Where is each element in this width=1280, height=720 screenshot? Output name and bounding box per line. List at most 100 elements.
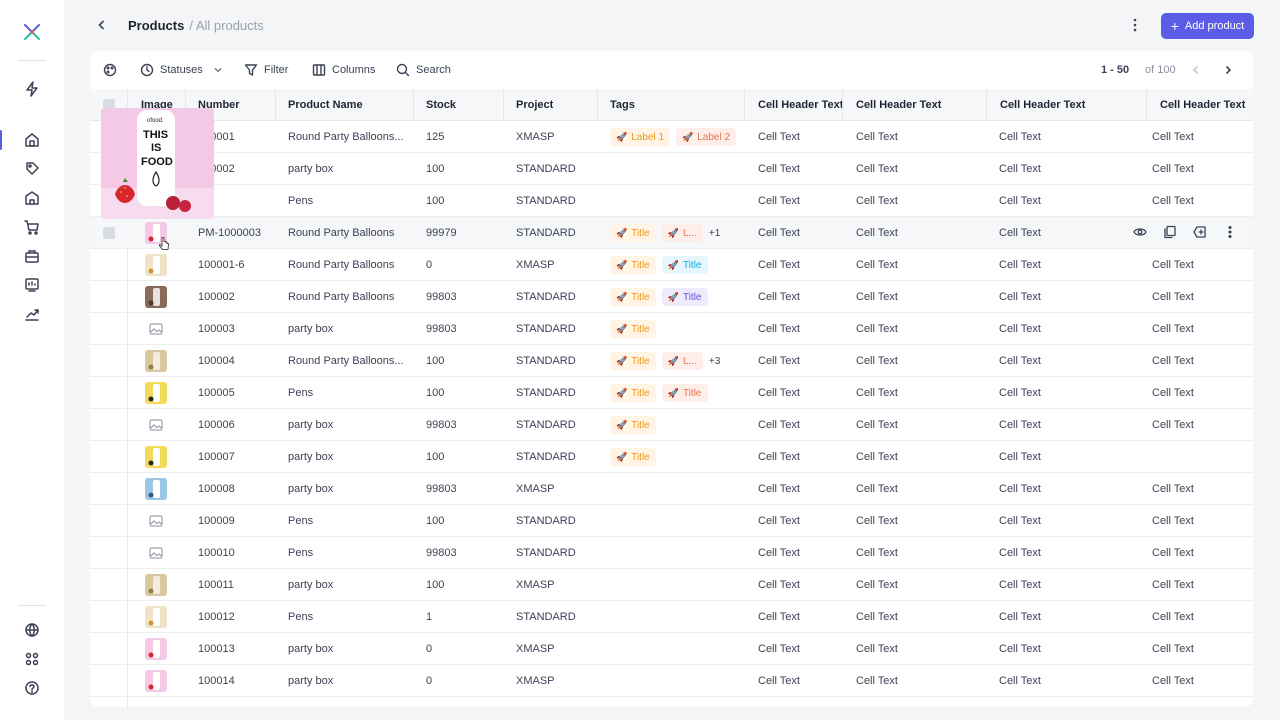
row-kebab-icon[interactable] xyxy=(1223,225,1237,242)
product-thumbnail[interactable] xyxy=(145,286,167,308)
table-row[interactable]: 100003 party box 99803 STANDARD 🚀 Title Cell T… xyxy=(90,313,1253,345)
tag-label: Label 1 xyxy=(631,131,665,143)
cell-stock: 99803 xyxy=(426,419,457,431)
tag-chip[interactable]: 🚀 L... xyxy=(661,224,703,242)
columns-button[interactable]: Columns xyxy=(312,63,375,77)
tag-icon[interactable] xyxy=(23,160,41,178)
table-row[interactable]: 100009 Pens 100 STANDARD Cell Text Cell Text C… xyxy=(90,505,1253,537)
tag-overflow-count[interactable]: +1 xyxy=(708,227,721,239)
table-row[interactable]: 100002 party box 100 STANDARD Cell Text Cell … xyxy=(90,153,1253,185)
cell-extra-1: Cell Text xyxy=(758,547,800,559)
column-header-extra-3[interactable]: Cell Header Text xyxy=(1000,99,1086,111)
tag-label: Title xyxy=(631,227,650,239)
tag-chip[interactable]: 🚀 Title xyxy=(610,384,656,402)
tag-chip[interactable]: 🚀 Label 2 xyxy=(676,128,737,146)
product-thumbnail[interactable] xyxy=(145,574,167,596)
tag-chip[interactable]: 🚀 Title xyxy=(661,288,708,306)
home-icon[interactable] xyxy=(23,131,41,149)
lightning-icon[interactable] xyxy=(23,80,41,98)
product-thumbnail[interactable] xyxy=(145,382,167,404)
table-row[interactable]: 100001 Round Party Balloons... 125 XMASP 🚀 La… xyxy=(90,121,1253,153)
cell-project: XMASP xyxy=(516,579,555,591)
breadcrumb-current[interactable]: / All products xyxy=(189,18,264,33)
row-checkbox[interactable] xyxy=(103,227,115,239)
column-header-extra-1[interactable]: Cell Header Text xyxy=(758,99,844,111)
cell-extra-2: Cell Text xyxy=(856,259,898,271)
table-row[interactable]: 100005 Pens 100 STANDARD 🚀 Title 🚀 Title Cell Te… xyxy=(90,377,1253,409)
tag-chip[interactable]: 🚀 Title xyxy=(610,448,656,466)
palette-button[interactable] xyxy=(103,63,117,77)
back-button[interactable] xyxy=(94,17,110,33)
search-button[interactable]: Search xyxy=(396,63,451,77)
app-logo[interactable] xyxy=(22,22,42,42)
tag-chip[interactable]: 🚀 Title xyxy=(610,256,656,274)
palette-icon xyxy=(103,63,117,77)
duplicate-icon[interactable] xyxy=(1163,225,1177,242)
tag-overflow-count[interactable]: +3 xyxy=(708,355,721,367)
rocket-icon: 🚀 xyxy=(667,259,679,270)
table-row[interactable]: 100012 Pens 1 STANDARD Cell Text Cell Text Cel… xyxy=(90,601,1253,633)
cell-product-name: Pens xyxy=(288,387,314,399)
product-thumbnail[interactable] xyxy=(145,446,167,468)
monitor-icon[interactable] xyxy=(23,276,41,294)
cell-extra-2: Cell Text xyxy=(856,483,898,495)
tag-chip[interactable]: 🚀 Title xyxy=(661,384,708,402)
product-thumbnail[interactable] xyxy=(145,478,167,500)
tag-chip[interactable]: 🚀 Label 1 xyxy=(610,128,671,146)
tag-chip[interactable]: 🚀 Title xyxy=(610,224,656,242)
column-header-extra-4[interactable]: Cell Header Text xyxy=(1160,99,1246,111)
help-icon[interactable] xyxy=(23,679,41,697)
product-thumbnail[interactable] xyxy=(145,254,167,276)
column-header-tags[interactable]: Tags xyxy=(610,99,635,111)
product-thumbnail[interactable] xyxy=(145,606,167,628)
product-thumbnail[interactable] xyxy=(145,222,167,244)
table-row[interactable]: 100014 party box 0 XMASP Cell Text Cell Text C… xyxy=(90,665,1253,697)
prev-page-button[interactable] xyxy=(1188,62,1204,78)
globe-icon[interactable] xyxy=(23,621,41,639)
add-product-button[interactable]: + Add product xyxy=(1161,13,1254,39)
more-options-button[interactable] xyxy=(1126,16,1144,34)
tag-chip[interactable]: 🚀 Title xyxy=(661,256,708,274)
box-icon[interactable] xyxy=(23,247,41,265)
store-icon[interactable] xyxy=(23,189,41,207)
column-header-extra-2[interactable]: Cell Header Text xyxy=(856,99,942,111)
table-row[interactable]: 100008 party box 99803 XMASP Cell Text Cell T… xyxy=(90,473,1253,505)
table-row[interactable]: PM-1000003 Round Party Balloons 99979 STAND… xyxy=(90,217,1253,249)
pager-range: 1 - 50 xyxy=(1101,64,1130,76)
column-header-stock[interactable]: Stock xyxy=(426,99,456,111)
table-row[interactable]: 100001-6 Round Party Balloons 0 XMASP 🚀 Title… xyxy=(90,249,1253,281)
apps-grid-icon[interactable] xyxy=(23,650,41,668)
product-thumbnail[interactable] xyxy=(145,350,167,372)
table-row[interactable]: 100006 party box 99803 STANDARD 🚀 Title Cell T… xyxy=(90,409,1253,441)
rail-divider xyxy=(18,60,46,61)
tag-chip[interactable]: 🚀 Title xyxy=(610,288,656,306)
tag-chip[interactable]: 🚀 L... xyxy=(661,352,703,370)
table-row[interactable]: 100007 party box 100 STANDARD 🚀 Title Cell Tex… xyxy=(90,441,1253,473)
analytics-icon[interactable] xyxy=(23,305,41,323)
cart-icon[interactable] xyxy=(23,218,41,236)
product-thumbnail[interactable] xyxy=(145,638,167,660)
table-row[interactable]: 100011 party box 100 XMASP Cell Text Cell Tex… xyxy=(90,569,1253,601)
active-indicator xyxy=(0,130,2,150)
table-row[interactable]: 100004 Round Party Balloons... 100 STANDARD… xyxy=(90,345,1253,377)
statuses-dropdown[interactable]: Statuses xyxy=(140,63,223,77)
tag-chip[interactable]: 🚀 Title xyxy=(610,416,656,434)
tag-chip[interactable]: 🚀 Title xyxy=(610,352,656,370)
column-header-project[interactable]: Project xyxy=(516,99,554,111)
column-header-product-name[interactable]: Product Name xyxy=(288,99,363,111)
product-thumbnail[interactable] xyxy=(145,670,167,692)
table-row[interactable]: 100013 party box 0 XMASP Cell Text Cell Text C… xyxy=(90,633,1253,665)
cell-project: STANDARD xyxy=(516,515,576,527)
next-page-button[interactable] xyxy=(1220,62,1236,78)
table-row[interactable]: 100010 Pens 99803 STANDARD Cell Text Cell Tex… xyxy=(90,537,1253,569)
add-to-icon[interactable] xyxy=(1193,225,1207,242)
table-row[interactable]: 100002 Round Party Balloons 99803 STANDARD 🚀… xyxy=(90,281,1253,313)
cell-extra-2: Cell Text xyxy=(856,131,898,143)
view-icon[interactable] xyxy=(1133,225,1147,242)
cell-extra-4: Cell Text xyxy=(1152,195,1194,207)
image-preview-popover: ofood. THIS IS FOOD xyxy=(101,108,214,219)
filter-button[interactable]: Filter xyxy=(244,63,288,77)
cell-extra-1: Cell Text xyxy=(758,163,800,175)
tag-chip[interactable]: 🚀 Title xyxy=(610,320,656,338)
